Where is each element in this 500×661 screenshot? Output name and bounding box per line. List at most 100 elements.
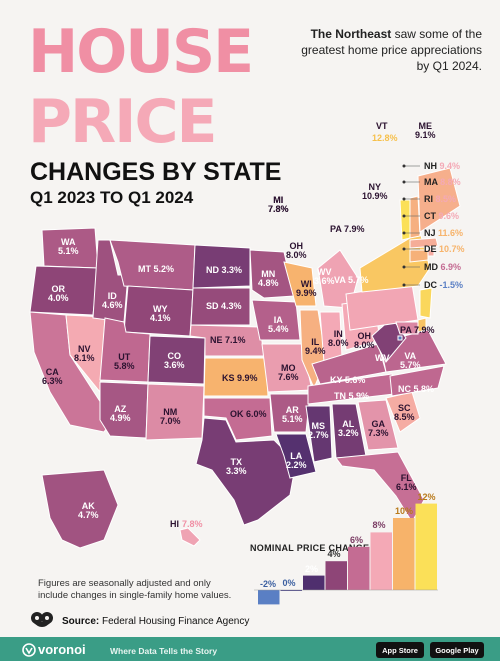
state-label-ny: NY 10.9% <box>362 182 388 201</box>
state-label-mo: MO 7.6% <box>278 363 299 382</box>
state-label-nv: NV 8.1% <box>74 344 95 363</box>
callout-md: MD 6.9% <box>424 262 461 272</box>
legend-tick-6: 10% <box>395 506 414 516</box>
callout-value: 11.6% <box>438 228 464 238</box>
state-label-oh2: OH 8.0% <box>286 241 307 260</box>
state-me <box>417 167 461 233</box>
brand-tagline: Where Data Tells the Story <box>110 646 218 656</box>
state-label-ks: KS 9.9% <box>222 373 258 383</box>
callout-ri: RI 8.5% <box>424 194 456 204</box>
subtitle-line1: CHANGES BY STATE <box>30 158 282 186</box>
callout-dot-nh <box>402 164 406 168</box>
callout-value: 9.4% <box>439 161 461 171</box>
callout-value: -1.5% <box>439 280 464 290</box>
state-label-ar: AR 5.1% <box>282 405 303 424</box>
state-nj <box>419 287 433 319</box>
state-nc <box>389 365 445 397</box>
note-bold: The Northeast <box>310 27 392 41</box>
state-label-pa2: PA 7.9% <box>330 224 365 234</box>
callout-code: DE <box>424 244 440 254</box>
state-ma <box>409 237 439 249</box>
state-label-wv2: WV 3.6% <box>314 267 335 286</box>
state-label-sc: SC 8.5% <box>394 403 415 422</box>
state-label-ak: AK 4.7% <box>78 501 99 520</box>
callout-dot-ma <box>402 180 406 184</box>
state-mn <box>249 249 295 299</box>
state-label-sd: SD 4.3% <box>206 301 242 311</box>
state-label-ky: KY 5.6% <box>330 375 366 385</box>
state-label-ok: OK 6.0% <box>230 409 267 419</box>
state-label-az: AZ 4.9% <box>110 404 131 423</box>
state-label-ga: GA 7.3% <box>368 419 389 438</box>
state-label-la: LA 2.2% <box>286 451 307 470</box>
state-label-wi: WI 9.9% <box>296 279 317 298</box>
callout-value: 8.5% <box>435 194 457 204</box>
state-label-nc: NC 5.8% <box>398 384 435 394</box>
callout-code: MA <box>424 177 441 187</box>
callout-de: DE 10.7% <box>424 244 465 254</box>
state-label-or: OR 4.0% <box>48 284 69 303</box>
state-ks <box>203 357 269 397</box>
source-label: Source: <box>62 616 100 627</box>
state-label-ms: MS 2.7% <box>308 421 329 440</box>
app-store-badge[interactable]: App Store <box>376 642 424 658</box>
state-label-wv: WV <box>375 353 390 363</box>
state-az <box>99 381 149 439</box>
state-label-id: ID 4.6% <box>102 291 123 310</box>
callout-code: NJ <box>424 228 439 238</box>
state-ms <box>305 405 333 463</box>
state-label-in: IN 8.0% <box>328 329 349 348</box>
state-tx <box>195 417 297 526</box>
callout-code: CT <box>424 211 439 221</box>
state-label-al: AL 3.2% <box>338 419 359 438</box>
state-label-tn: TN 5.9% <box>334 391 370 401</box>
state-dc <box>397 335 403 341</box>
callout-value: 10.7% <box>439 244 465 254</box>
footnote: Figures are seasonally adjusted and only… <box>38 578 232 602</box>
legend-tick-5: 8% <box>372 520 386 531</box>
title-house: HOUSE <box>28 17 254 87</box>
callout-dot-nj <box>402 231 406 235</box>
callout-value: 6.9% <box>440 262 462 272</box>
callout-value: 9.6% <box>438 211 460 221</box>
source-icon <box>31 612 53 627</box>
state-md <box>395 321 419 335</box>
state-label-nm: NM 7.0% <box>160 407 181 426</box>
callout-ct: CT 9.6% <box>424 211 459 221</box>
legend-tick-3: 4% <box>327 549 341 560</box>
state-ga <box>357 399 399 451</box>
callout-dot-md <box>402 265 406 269</box>
callout-code: NH <box>424 161 440 171</box>
callout-nj: NJ 11.6% <box>424 228 463 238</box>
state-label-va2: VA 5.7% <box>334 275 369 285</box>
legend-tick-0: -2% <box>260 579 277 589</box>
legend-tick-2: 2% <box>305 563 319 574</box>
legend-tick-7: 12% <box>417 491 436 502</box>
state-label-il: IL 9.4% <box>305 337 326 356</box>
google-play-badge[interactable]: Google Play <box>430 642 484 658</box>
state-label-wa: WA 5.1% <box>58 237 79 256</box>
state-label-ia: IA 5.4% <box>268 315 289 334</box>
callout-dot-de <box>402 247 406 251</box>
state-ia <box>251 299 301 341</box>
state-label-va: VA 5.7% <box>400 351 421 370</box>
value-hi: 7.8% <box>182 519 203 529</box>
state-label-oh: OH 8.0% <box>354 331 375 350</box>
state-label-tx: TX 3.3% <box>226 457 247 476</box>
state-nd <box>192 244 251 289</box>
state-label-mi: MI 7.8% <box>268 195 289 214</box>
state-label-ut: UT 5.8% <box>114 352 135 371</box>
state-wi <box>283 261 317 307</box>
source-text: Federal Housing Finance Agency <box>102 616 250 627</box>
state-label-mt: MT 5.2% <box>138 264 175 274</box>
state-nh <box>409 195 421 239</box>
callout-code: RI <box>424 194 436 204</box>
state-ak <box>41 469 119 549</box>
state-label-ne: NE 7.1% <box>210 335 246 345</box>
state-label-nd: ND 3.3% <box>206 265 243 275</box>
callout-ma: MA 8.8% <box>424 177 461 187</box>
note-rest: saw some of the greatest home price appr… <box>301 27 482 74</box>
value-vt: 12.8% <box>372 133 398 143</box>
